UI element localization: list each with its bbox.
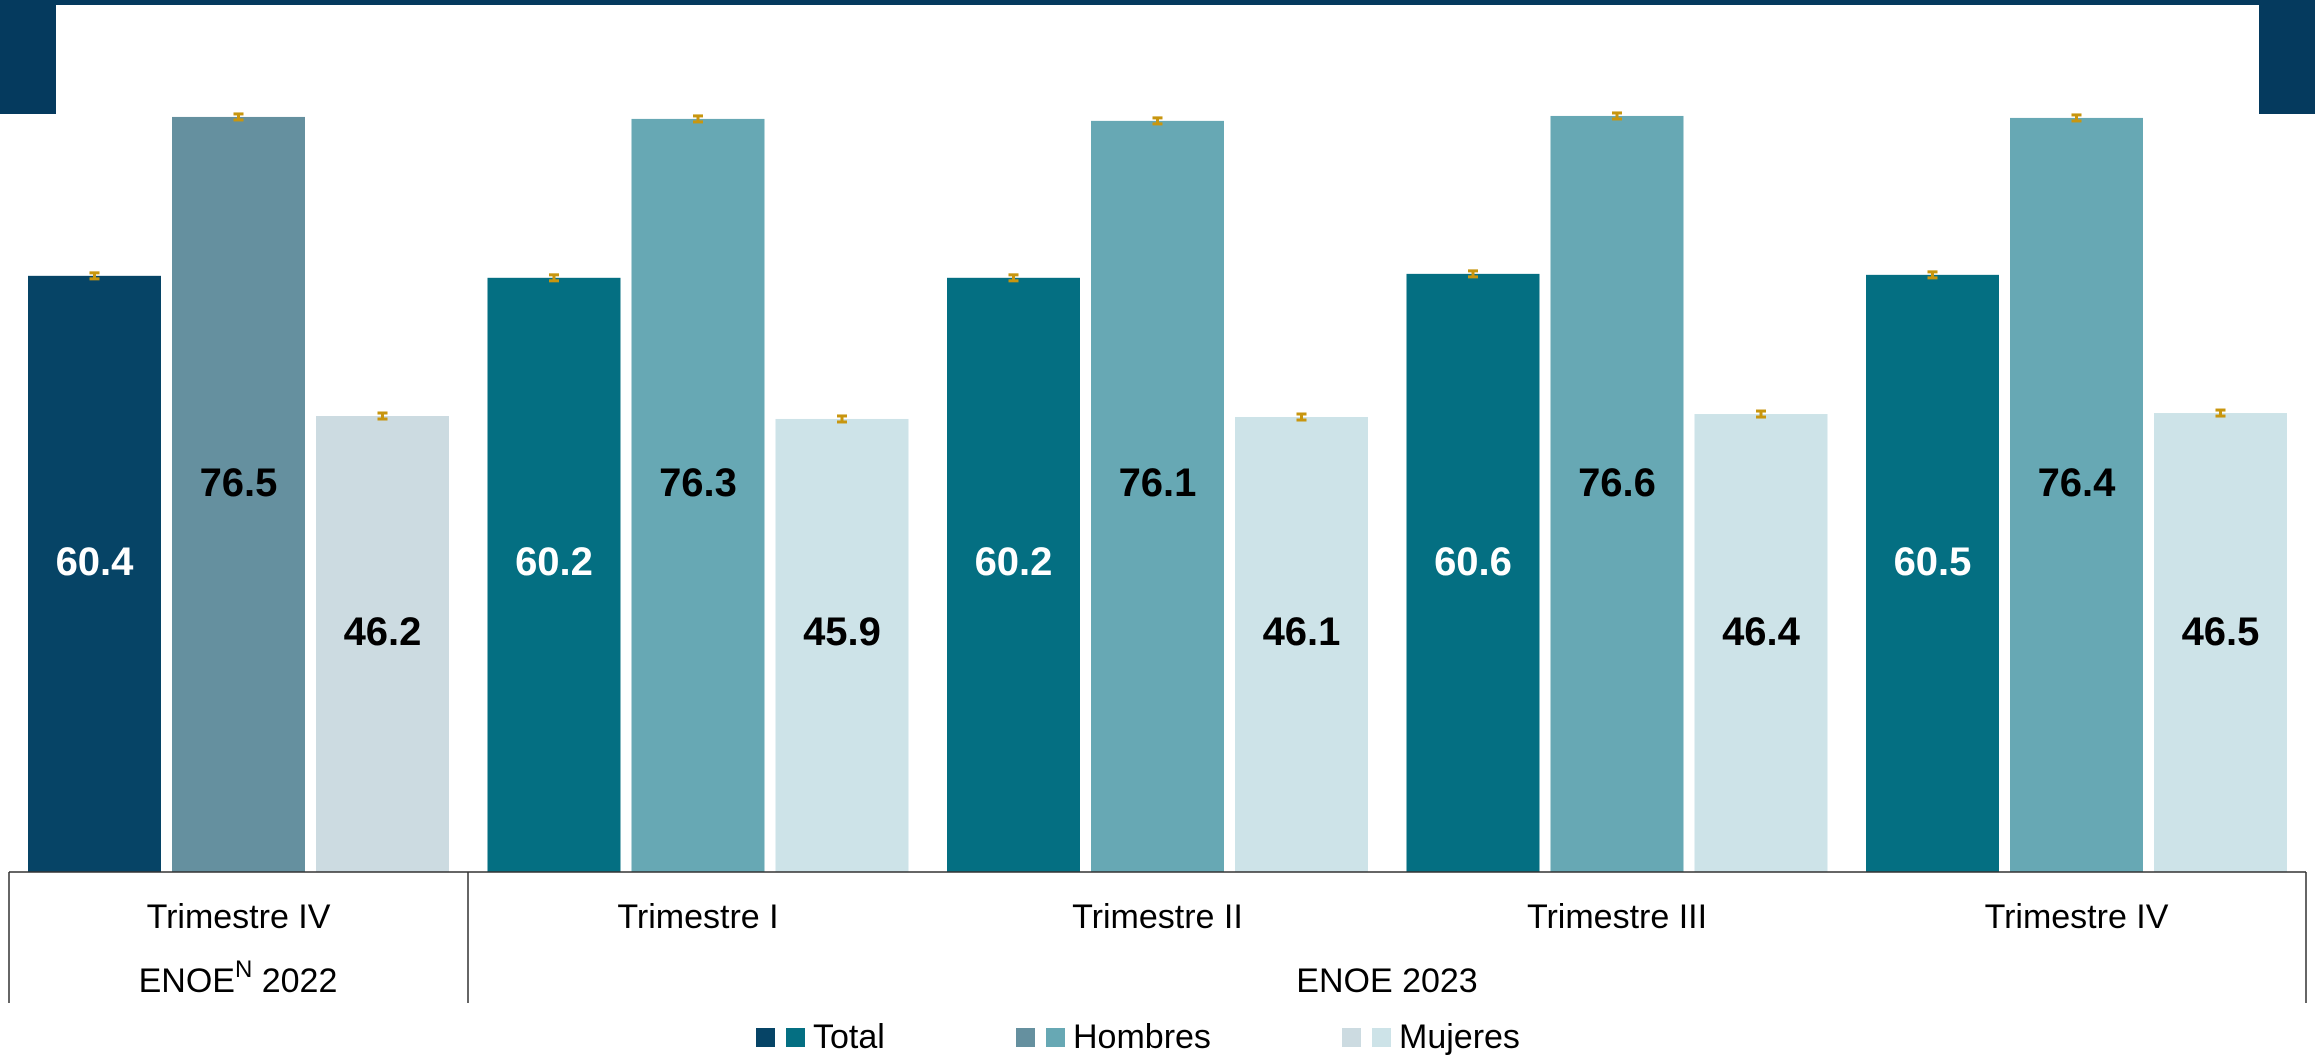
value-label-total-5: 60.5: [1894, 540, 1972, 584]
bar-total-3: [947, 277, 1080, 872]
error-bar-mujeres-5: [2215, 408, 2226, 418]
group-label-2: ENOE 2023: [1296, 962, 1477, 1000]
category-label-1: Trimestre IV: [147, 898, 331, 936]
bar-hombres-3: [1091, 120, 1224, 872]
legend-swatch-hombres-2023: [1046, 1028, 1065, 1047]
bar-total-4: [1406, 273, 1540, 872]
value-label-mujeres-5: 46.5: [2182, 610, 2260, 654]
bar-total-5: [1866, 274, 1999, 872]
legend-swatch-mujeres-2022: [1342, 1028, 1361, 1047]
group-label-1: ENOEN 2022: [139, 956, 338, 1000]
bar-mujeres-1: [316, 416, 449, 872]
value-label-mujeres-2: 45.9: [803, 610, 881, 654]
legend-item-hombres: Hombres: [1016, 1018, 1211, 1056]
category-label-4: Trimestre III: [1527, 898, 1707, 936]
bars-layer: [28, 115, 2287, 873]
value-label-total-4: 60.6: [1434, 540, 1512, 584]
top-frame-bar: [0, 0, 2315, 5]
value-label-mujeres-4: 46.4: [1722, 610, 1801, 654]
value-label-mujeres-1: 46.2: [344, 610, 422, 654]
legend-label-total: Total: [813, 1018, 885, 1056]
legend-swatch-total-2022: [756, 1028, 775, 1047]
legend-swatch-total-2023: [786, 1028, 805, 1047]
error-bars-layer: [89, 111, 2226, 424]
value-label-mujeres-3: 46.1: [1263, 610, 1341, 654]
value-label-hombres-3: 76.1: [1119, 461, 1197, 505]
error-bar-hombres-2: [693, 114, 703, 124]
bar-mujeres-3: [1235, 416, 1368, 872]
bar-hombres-2: [631, 118, 765, 873]
category-label-5: Trimestre IV: [1985, 898, 2169, 936]
bar-hombres-4: [1550, 115, 1684, 872]
error-bar-mujeres-2: [837, 414, 847, 424]
category-label-3: Trimestre II: [1072, 898, 1243, 936]
error-bar-hombres-3: [1152, 116, 1163, 126]
legend-swatch-hombres-2022: [1016, 1028, 1035, 1047]
error-bar-hombres-5: [2071, 113, 2082, 123]
category-label-2: Trimestre I: [617, 898, 778, 936]
value-label-total-3: 60.2: [975, 540, 1053, 584]
value-label-hombres-1: 76.5: [200, 461, 278, 505]
value-label-total-2: 60.2: [515, 540, 593, 584]
bar-total-2: [487, 277, 621, 872]
error-bar-mujeres-1: [377, 411, 388, 421]
value-label-hombres-4: 76.6: [1578, 461, 1656, 505]
error-bar-mujeres-4: [1756, 409, 1766, 419]
category-axis: Trimestre IV Trimestre I Trimestre II Trime…: [8, 871, 2307, 1003]
error-bar-mujeres-3: [1296, 412, 1307, 422]
bar-total-1: [28, 275, 161, 873]
legend-swatch-mujeres-2023: [1372, 1028, 1391, 1047]
error-bar-total-4: [1468, 269, 1478, 279]
bar-hombres-1: [172, 116, 305, 873]
error-bar-total-5: [1927, 270, 1938, 280]
value-labels-layer: 60.4 76.5 46.2 60.2 76.3 45.9 60.2 76.1 46.1 60.6…: [56, 461, 2260, 654]
bar-mujeres-5: [2154, 413, 2287, 872]
legend: Total Hombres Mujeres: [756, 1018, 1520, 1056]
legend-label-mujeres: Mujeres: [1399, 1018, 1520, 1056]
error-bar-total-1: [89, 271, 100, 281]
bar-hombres-5: [2010, 117, 2143, 873]
error-bar-total-3: [1008, 273, 1019, 283]
error-bar-total-2: [549, 273, 559, 283]
value-label-hombres-5: 76.4: [2038, 461, 2117, 505]
value-label-hombres-2: 76.3: [659, 461, 737, 505]
legend-item-total: Total: [756, 1018, 885, 1056]
legend-item-mujeres: Mujeres: [1342, 1018, 1520, 1056]
value-label-total-1: 60.4: [56, 540, 135, 584]
bar-mujeres-4: [1694, 414, 1828, 872]
error-bar-hombres-1: [233, 112, 244, 122]
left-frame-block: [0, 0, 56, 114]
legend-label-hombres: Hombres: [1073, 1018, 1211, 1056]
bar-mujeres-2: [775, 418, 909, 872]
error-bar-hombres-4: [1612, 111, 1622, 121]
right-frame-block: [2259, 0, 2315, 114]
